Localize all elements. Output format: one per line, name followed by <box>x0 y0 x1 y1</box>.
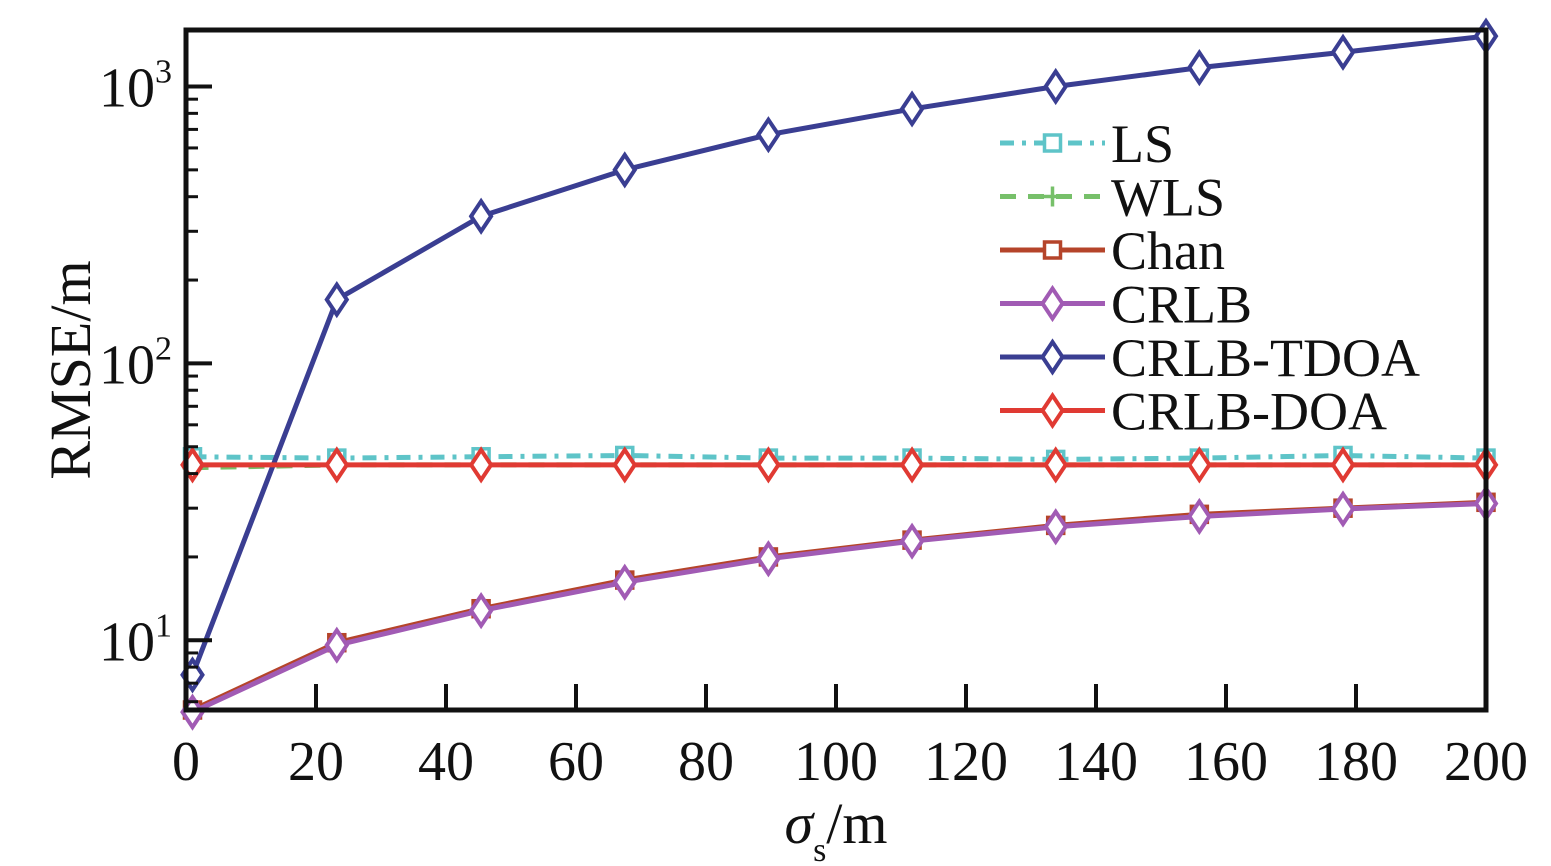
point-crlb-tdoa-6 <box>1043 67 1069 106</box>
x-tick-label-4: 80 <box>678 731 734 793</box>
x-tick-label-3: 60 <box>548 731 604 793</box>
legend-marker-chan <box>1042 240 1063 260</box>
legend-label-crlb: CRLB <box>1111 275 1252 335</box>
y-axis-title: RMSE/m <box>38 260 103 479</box>
y-tick-label-0: 101 <box>99 607 172 673</box>
legend-label-crlb-tdoa: CRLB-TDOA <box>1111 328 1420 388</box>
y-tick-label-2: 103 <box>99 54 172 120</box>
x-tick-label-8: 160 <box>1184 731 1268 793</box>
legend-marker-wls <box>1042 186 1063 207</box>
legend-item-wls: WLS <box>1000 168 1225 228</box>
point-crlb-2 <box>468 591 494 630</box>
point-crlb-3 <box>612 563 638 601</box>
point-crlb-4 <box>755 540 781 578</box>
x-tick-label-0: 0 <box>172 731 200 793</box>
point-crlb-tdoa-8 <box>1330 33 1356 71</box>
point-crlb-doa-8 <box>1330 446 1356 484</box>
point-crlb-doa-5 <box>899 446 925 484</box>
ticks-layer: 0 20 40 60 80 100 120 140 160 180 200 101 102 103 <box>99 54 1528 793</box>
series-line-ls <box>192 452 1487 462</box>
point-crlb-1 <box>324 626 350 664</box>
point-crlb-tdoa-5 <box>899 90 925 128</box>
x-tick-label-10: 200 <box>1444 731 1528 793</box>
x-axis-title-text: σs/m <box>784 791 887 866</box>
legend-label-wls: WLS <box>1111 168 1225 228</box>
point-crlb-doa-2 <box>468 446 494 484</box>
legend-item-crlb-tdoa: CRLB-TDOA <box>1000 328 1420 388</box>
x-tick-label-7: 140 <box>1054 731 1138 793</box>
x-tick-label-6: 120 <box>924 731 1008 793</box>
point-crlb-doa-6 <box>1043 446 1069 484</box>
legend-label-chan: Chan <box>1111 221 1225 281</box>
point-crlb-doa-7 <box>1186 446 1212 484</box>
legend-item-chan: Chan <box>1000 221 1225 281</box>
point-crlb-6 <box>1043 508 1069 546</box>
legend-item-crlb-doa: CRLB-DOA <box>1000 382 1387 442</box>
point-crlb-7 <box>1186 497 1212 536</box>
point-crlb-tdoa-4 <box>755 116 781 154</box>
point-crlb-doa-1 <box>324 446 350 484</box>
series-crlb <box>180 484 1499 731</box>
series-line-crlb <box>191 500 1487 715</box>
point-crlb-5 <box>899 522 925 560</box>
legend-marker-crlb <box>1040 284 1065 323</box>
x-tick-label-9: 180 <box>1314 731 1398 793</box>
legend-item-crlb: CRLB <box>1000 275 1252 335</box>
legend-item-ls: LS <box>1000 114 1174 174</box>
x-tick-label-2: 40 <box>418 731 474 793</box>
x-tick-label-5: 100 <box>794 731 878 793</box>
legend-label-crlb-doa: CRLB-DOA <box>1111 382 1387 442</box>
legend-marker-crlb-doa <box>1040 391 1065 430</box>
y-tick-label-1: 102 <box>99 330 172 396</box>
point-crlb-tdoa-3 <box>612 151 638 189</box>
point-crlb-tdoa-1 <box>324 280 350 319</box>
x-axis-title: σs/m <box>784 791 887 866</box>
plot-area: 0 20 40 60 80 100 120 140 160 180 200 101 102 103 <box>99 17 1528 793</box>
point-crlb-tdoa-7 <box>1186 49 1212 87</box>
series-layer <box>180 17 1499 731</box>
point-crlb-doa-3 <box>612 446 638 484</box>
x-tick-label-1: 20 <box>288 731 344 793</box>
point-crlb-doa-4 <box>755 446 781 484</box>
legend-label-ls: LS <box>1111 114 1174 174</box>
legend-marker-crlb-tdoa <box>1040 338 1065 376</box>
series-crlb-doa <box>180 446 1499 484</box>
series-line-crlb-tdoa <box>190 33 1487 676</box>
point-crlb-tdoa-2 <box>468 197 494 235</box>
legend-marker-ls <box>1042 133 1063 153</box>
point-crlb-8 <box>1330 490 1356 528</box>
